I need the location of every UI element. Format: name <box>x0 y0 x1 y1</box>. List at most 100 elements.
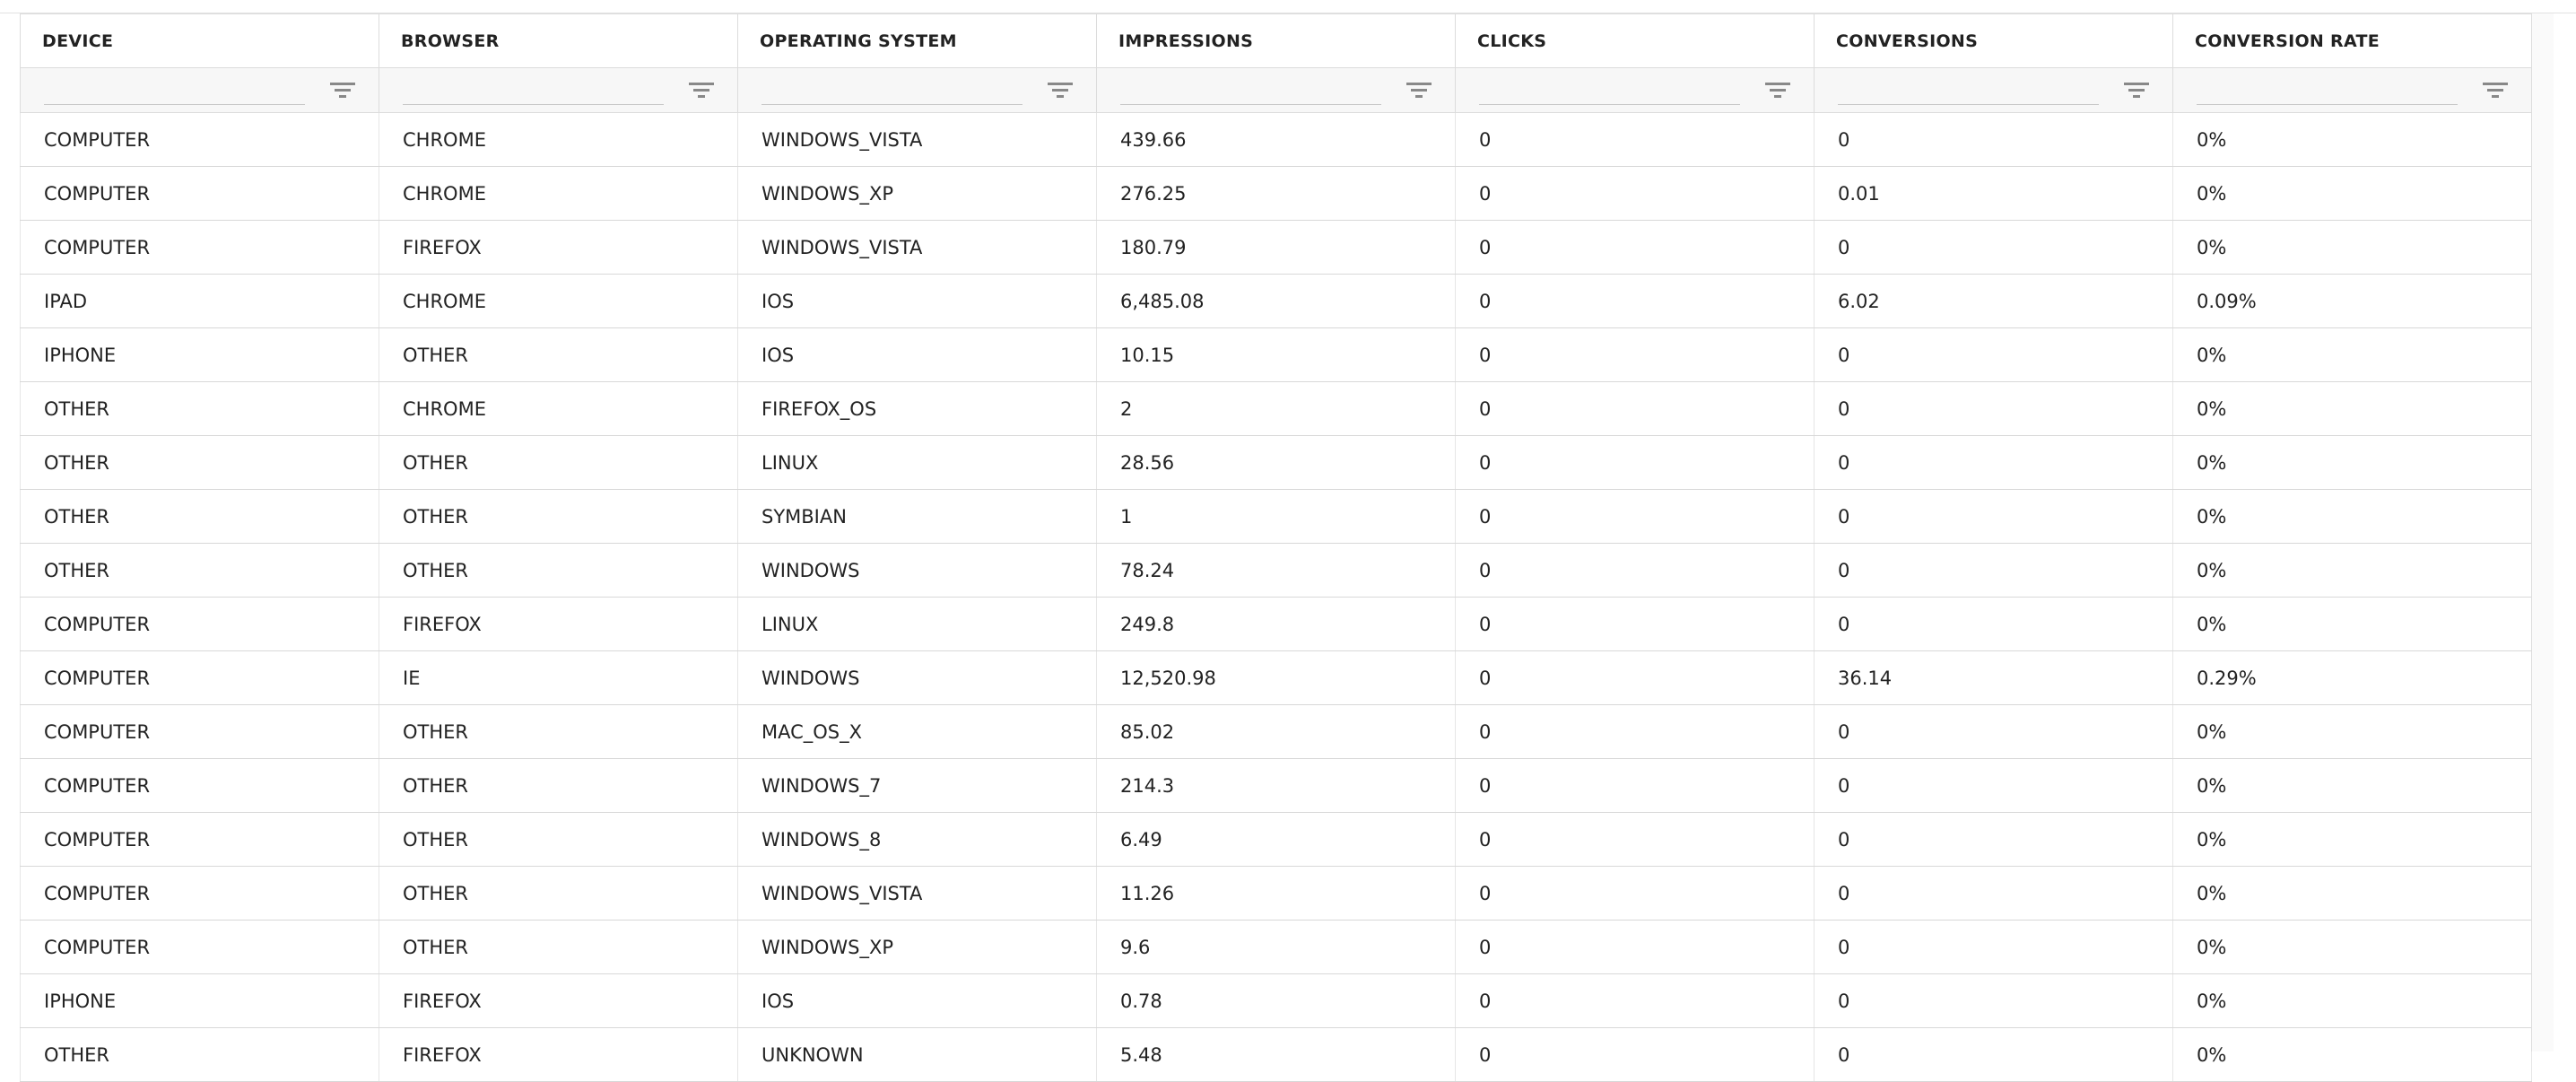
table-row[interactable]: IPHONE OTHER IOS 10.15 0 0 0% <box>20 327 2532 382</box>
table-cell: CHROME <box>379 112 738 167</box>
scrollbar-track <box>2531 13 2554 1051</box>
table-cell: UNKNOWN <box>737 1027 1097 1082</box>
table-cell: WINDOWS_VISTA <box>737 112 1097 167</box>
table: DEVICE BROWSER OPERATING SYSTEM IMPRESSIONS… <box>20 13 2532 1082</box>
table-cell: 0% <box>2172 758 2532 813</box>
table-cell: 0 <box>1455 758 1815 813</box>
table-cell: 0 <box>1455 704 1815 759</box>
table-cell: FIREFOX <box>379 1027 738 1082</box>
table-cell: IPAD <box>20 274 379 328</box>
table-cell: 2 <box>1096 381 1456 436</box>
filter-row <box>20 67 2532 113</box>
table-cell: IPHONE <box>20 327 379 382</box>
filter-icon[interactable] <box>1406 83 1432 99</box>
table-row[interactable]: COMPUTER OTHER WINDOWS_7 214.3 0 0 0% <box>20 758 2532 813</box>
filter-input[interactable] <box>1838 104 2099 105</box>
filter-input[interactable] <box>1120 104 1381 105</box>
filter-icon[interactable] <box>1048 83 1073 99</box>
table-cell: 0 <box>1455 812 1815 867</box>
table-row[interactable]: COMPUTER FIREFOX LINUX 249.8 0 0 0% <box>20 597 2532 651</box>
filter-input[interactable] <box>44 104 305 105</box>
table-cell: LINUX <box>737 435 1097 490</box>
table-row[interactable]: IPHONE FIREFOX IOS 0.78 0 0 0% <box>20 973 2532 1028</box>
table-cell: 0 <box>1814 597 2173 651</box>
column-header[interactable]: CONVERSION RATE <box>2172 13 2532 68</box>
table-cell: OTHER <box>20 489 379 544</box>
filter-cell <box>1455 67 1815 113</box>
table-cell: 0 <box>1814 435 2173 490</box>
table-cell: 0 <box>1814 704 2173 759</box>
table-cell: COMPUTER <box>20 650 379 705</box>
filter-input[interactable] <box>403 104 664 105</box>
table-cell: CHROME <box>379 274 738 328</box>
table-row[interactable]: OTHER CHROME FIREFOX_OS 2 0 0 0% <box>20 381 2532 436</box>
table-row[interactable]: COMPUTER OTHER WINDOWS_8 6.49 0 0 0% <box>20 812 2532 867</box>
table-cell: 0% <box>2172 435 2532 490</box>
table-cell: FIREFOX_OS <box>737 381 1097 436</box>
table-row[interactable]: COMPUTER OTHER MAC_OS_X 85.02 0 0 0% <box>20 704 2532 759</box>
table-cell: 0 <box>1814 543 2173 598</box>
filter-icon[interactable] <box>689 83 714 99</box>
column-header[interactable]: IMPRESSIONS <box>1096 13 1456 68</box>
table-row[interactable]: COMPUTER CHROME WINDOWS_XP 276.25 0 0.01 0% <box>20 166 2532 221</box>
table-cell: COMPUTER <box>20 920 379 974</box>
table-cell: 0 <box>1814 112 2173 167</box>
data-grid: DEVICE BROWSER OPERATING SYSTEM IMPRESSIONS… <box>20 13 2532 1082</box>
column-header[interactable]: BROWSER <box>379 13 738 68</box>
filter-input[interactable] <box>2197 104 2458 105</box>
table-cell: 214.3 <box>1096 758 1456 813</box>
table-cell: 85.02 <box>1096 704 1456 759</box>
table-cell: 6.02 <box>1814 274 2173 328</box>
table-row[interactable]: COMPUTER OTHER WINDOWS_VISTA 11.26 0 0 0% <box>20 866 2532 921</box>
table-row[interactable]: COMPUTER OTHER WINDOWS_XP 9.6 0 0 0% <box>20 920 2532 974</box>
table-cell: COMPUTER <box>20 112 379 167</box>
table-cell: 0 <box>1455 920 1815 974</box>
column-header[interactable]: OPERATING SYSTEM <box>737 13 1097 68</box>
table-cell: IPHONE <box>20 973 379 1028</box>
table-cell: 180.79 <box>1096 220 1456 275</box>
table-cell: IOS <box>737 274 1097 328</box>
table-row[interactable]: OTHER OTHER WINDOWS 78.24 0 0 0% <box>20 543 2532 598</box>
table-cell: 0 <box>1455 435 1815 490</box>
filter-icon[interactable] <box>2483 83 2508 99</box>
table-cell: FIREFOX <box>379 973 738 1028</box>
table-cell: MAC_OS_X <box>737 704 1097 759</box>
filter-icon[interactable] <box>1765 83 1790 99</box>
table-cell: 0.29% <box>2172 650 2532 705</box>
table-row[interactable]: IPAD CHROME IOS 6,485.08 0 6.02 0.09% <box>20 274 2532 328</box>
table-cell: 0% <box>2172 812 2532 867</box>
filter-cell <box>1096 67 1456 113</box>
filter-input[interactable] <box>761 104 1023 105</box>
table-cell: OTHER <box>20 543 379 598</box>
table-row[interactable]: COMPUTER IE WINDOWS 12,520.98 0 36.14 0.29% <box>20 650 2532 705</box>
table-row[interactable]: OTHER OTHER SYMBIAN 1 0 0 0% <box>20 489 2532 544</box>
table-cell: WINDOWS_XP <box>737 166 1097 221</box>
table-cell: OTHER <box>20 435 379 490</box>
table-cell: LINUX <box>737 597 1097 651</box>
table-cell: 1 <box>1096 489 1456 544</box>
table-cell: FIREFOX <box>379 220 738 275</box>
table-cell: 0 <box>1814 489 2173 544</box>
filter-icon[interactable] <box>2124 83 2149 99</box>
table-cell: 0 <box>1814 1027 2173 1082</box>
table-row[interactable]: OTHER FIREFOX UNKNOWN 5.48 0 0 0% <box>20 1027 2532 1082</box>
column-header[interactable]: DEVICE <box>20 13 379 68</box>
filter-cell <box>737 67 1097 113</box>
table-cell: OTHER <box>379 866 738 921</box>
table-cell: COMPUTER <box>20 758 379 813</box>
table-cell: 0 <box>1455 650 1815 705</box>
table-cell: IOS <box>737 327 1097 382</box>
table-cell: OTHER <box>20 381 379 436</box>
table-cell: 0% <box>2172 327 2532 382</box>
table-row[interactable]: OTHER OTHER LINUX 28.56 0 0 0% <box>20 435 2532 490</box>
filter-icon[interactable] <box>330 83 355 99</box>
filter-input[interactable] <box>1479 104 1740 105</box>
table-cell: 0.09% <box>2172 274 2532 328</box>
table-cell: 0% <box>2172 920 2532 974</box>
table-cell: 0 <box>1455 489 1815 544</box>
column-header[interactable]: CLICKS <box>1455 13 1815 68</box>
column-header[interactable]: CONVERSIONS <box>1814 13 2173 68</box>
table-cell: 0% <box>2172 112 2532 167</box>
table-row[interactable]: COMPUTER CHROME WINDOWS_VISTA 439.66 0 0 0% <box>20 112 2532 167</box>
table-row[interactable]: COMPUTER FIREFOX WINDOWS_VISTA 180.79 0 0 0% <box>20 220 2532 275</box>
